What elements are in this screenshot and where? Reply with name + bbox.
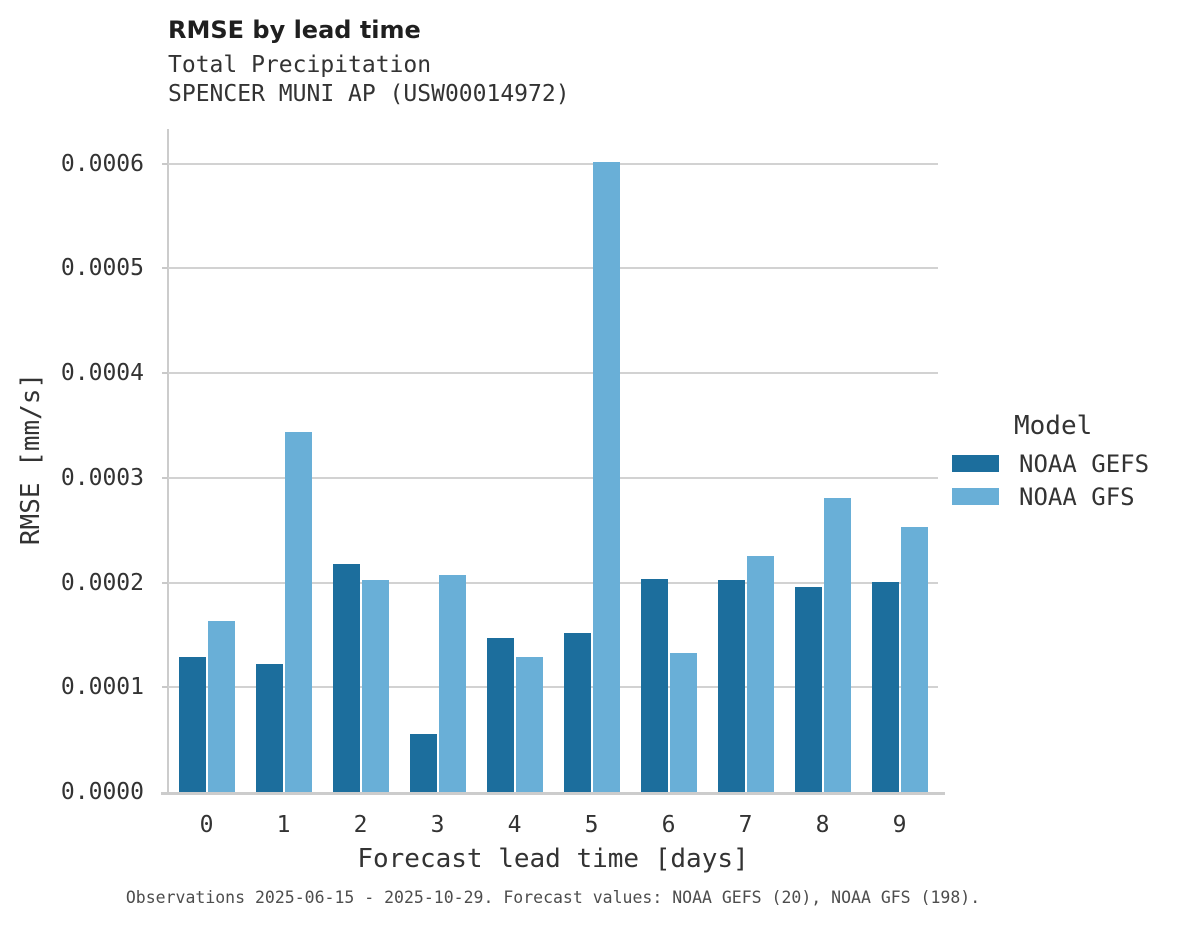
x-tick-label-1: 1 xyxy=(276,812,291,838)
bar-noaa-gefs-day-4 xyxy=(486,638,514,792)
bar-noaa-gfs-day-8 xyxy=(823,497,851,792)
x-tick-label-4: 4 xyxy=(507,812,522,838)
x-tick-label-8: 8 xyxy=(815,812,830,838)
bar-noaa-gefs-day-3 xyxy=(409,733,437,792)
gridline-0.0001 xyxy=(168,686,938,689)
bar-noaa-gefs-day-5 xyxy=(563,632,591,792)
bar-noaa-gfs-day-2 xyxy=(361,580,389,792)
chart-subtitle-variable: Total Precipitation xyxy=(168,52,432,78)
y-tick-label-0.0003: 0.0003 xyxy=(60,464,144,491)
y-tick-label-0.0000: 0.0000 xyxy=(60,779,144,805)
bar-noaa-gefs-day-7 xyxy=(717,580,745,792)
chart-header: RMSE by lead time Total Precipitation SP… xyxy=(168,16,570,109)
y-tick-label-0.0006: 0.0006 xyxy=(60,150,144,177)
bar-noaa-gfs-day-1 xyxy=(284,431,312,792)
y-tick-label-0.0005: 0.0005 xyxy=(60,255,144,282)
bar-noaa-gfs-day-7 xyxy=(746,556,774,792)
legend-label-noaa-gefs: NOAA GEFS xyxy=(1019,449,1150,478)
chart-subtitle-station: SPENCER MUNI AP (USW00014972) xyxy=(168,81,570,107)
y-tick-label-0.0002: 0.0002 xyxy=(60,569,144,596)
gridline-0.0006 xyxy=(168,162,938,165)
bar-noaa-gefs-day-6 xyxy=(640,579,668,792)
bar-noaa-gfs-day-6 xyxy=(669,652,697,792)
legend-label-noaa-gfs: NOAA GFS xyxy=(1019,482,1135,511)
y-tick-mark-0.0006 xyxy=(162,162,168,165)
plot-area: Forecast lead time [days] 0.0000 0.0001 0.… xyxy=(61,129,945,874)
y-tick-mark-0.0005 xyxy=(162,267,168,270)
bar-noaa-gefs-day-8 xyxy=(794,586,822,792)
x-tick-label-2: 2 xyxy=(353,812,368,838)
x-tick-label-3: 3 xyxy=(430,812,445,838)
bar-noaa-gefs-day-9 xyxy=(871,581,899,792)
bar-noaa-gefs-day-2 xyxy=(332,563,360,792)
x-tick-label-6: 6 xyxy=(661,812,676,838)
legend-item-noaa-gefs: NOAA GEFS xyxy=(952,450,1149,478)
bar-noaa-gfs-day-0 xyxy=(207,621,235,792)
y-tick-mark-0.0001 xyxy=(162,686,168,689)
bar-noaa-gfs-day-5 xyxy=(592,161,620,792)
x-tick-label-7: 7 xyxy=(738,812,753,838)
legend-swatch-noaa-gefs xyxy=(952,455,999,472)
y-tick-mark-0.0002 xyxy=(162,581,168,584)
y-tick-label-0.0004: 0.0004 xyxy=(60,360,144,387)
y-axis-spine xyxy=(167,129,169,792)
gridline-0.0003 xyxy=(168,476,938,479)
gridline-0.0005 xyxy=(168,267,938,270)
chart-title: RMSE by lead time xyxy=(168,16,421,44)
x-axis-title: Forecast lead time [days] xyxy=(357,844,749,874)
bar-noaa-gfs-day-3 xyxy=(438,575,466,792)
y-tick-mark-0.0003 xyxy=(162,476,168,479)
legend-swatch-noaa-gfs xyxy=(952,488,999,505)
legend-item-noaa-gfs: NOAA GFS xyxy=(952,483,1149,511)
gridline-0.0002 xyxy=(168,581,938,584)
bar-noaa-gfs-day-4 xyxy=(515,656,543,792)
footnote: Observations 2025-06-15 - 2025-10-29. Fo… xyxy=(125,888,981,907)
gridline-0.0004 xyxy=(168,372,938,375)
x-tick-label-5: 5 xyxy=(584,812,599,838)
y-axis-title: RMSE [mm/s] xyxy=(16,372,46,546)
legend-title: Model xyxy=(1014,411,1093,441)
x-axis-spine xyxy=(161,792,945,795)
x-tick-label-9: 9 xyxy=(892,812,907,838)
x-tick-label-0: 0 xyxy=(199,812,214,838)
y-tick-label-0.0001: 0.0001 xyxy=(60,674,144,701)
legend: Model NOAA GEFS NOAA GFS xyxy=(952,410,1149,521)
y-tick-mark-0.0004 xyxy=(162,372,168,375)
bar-noaa-gefs-day-1 xyxy=(255,664,283,792)
bar-noaa-gefs-day-0 xyxy=(178,656,206,792)
bar-noaa-gfs-day-9 xyxy=(900,527,928,792)
